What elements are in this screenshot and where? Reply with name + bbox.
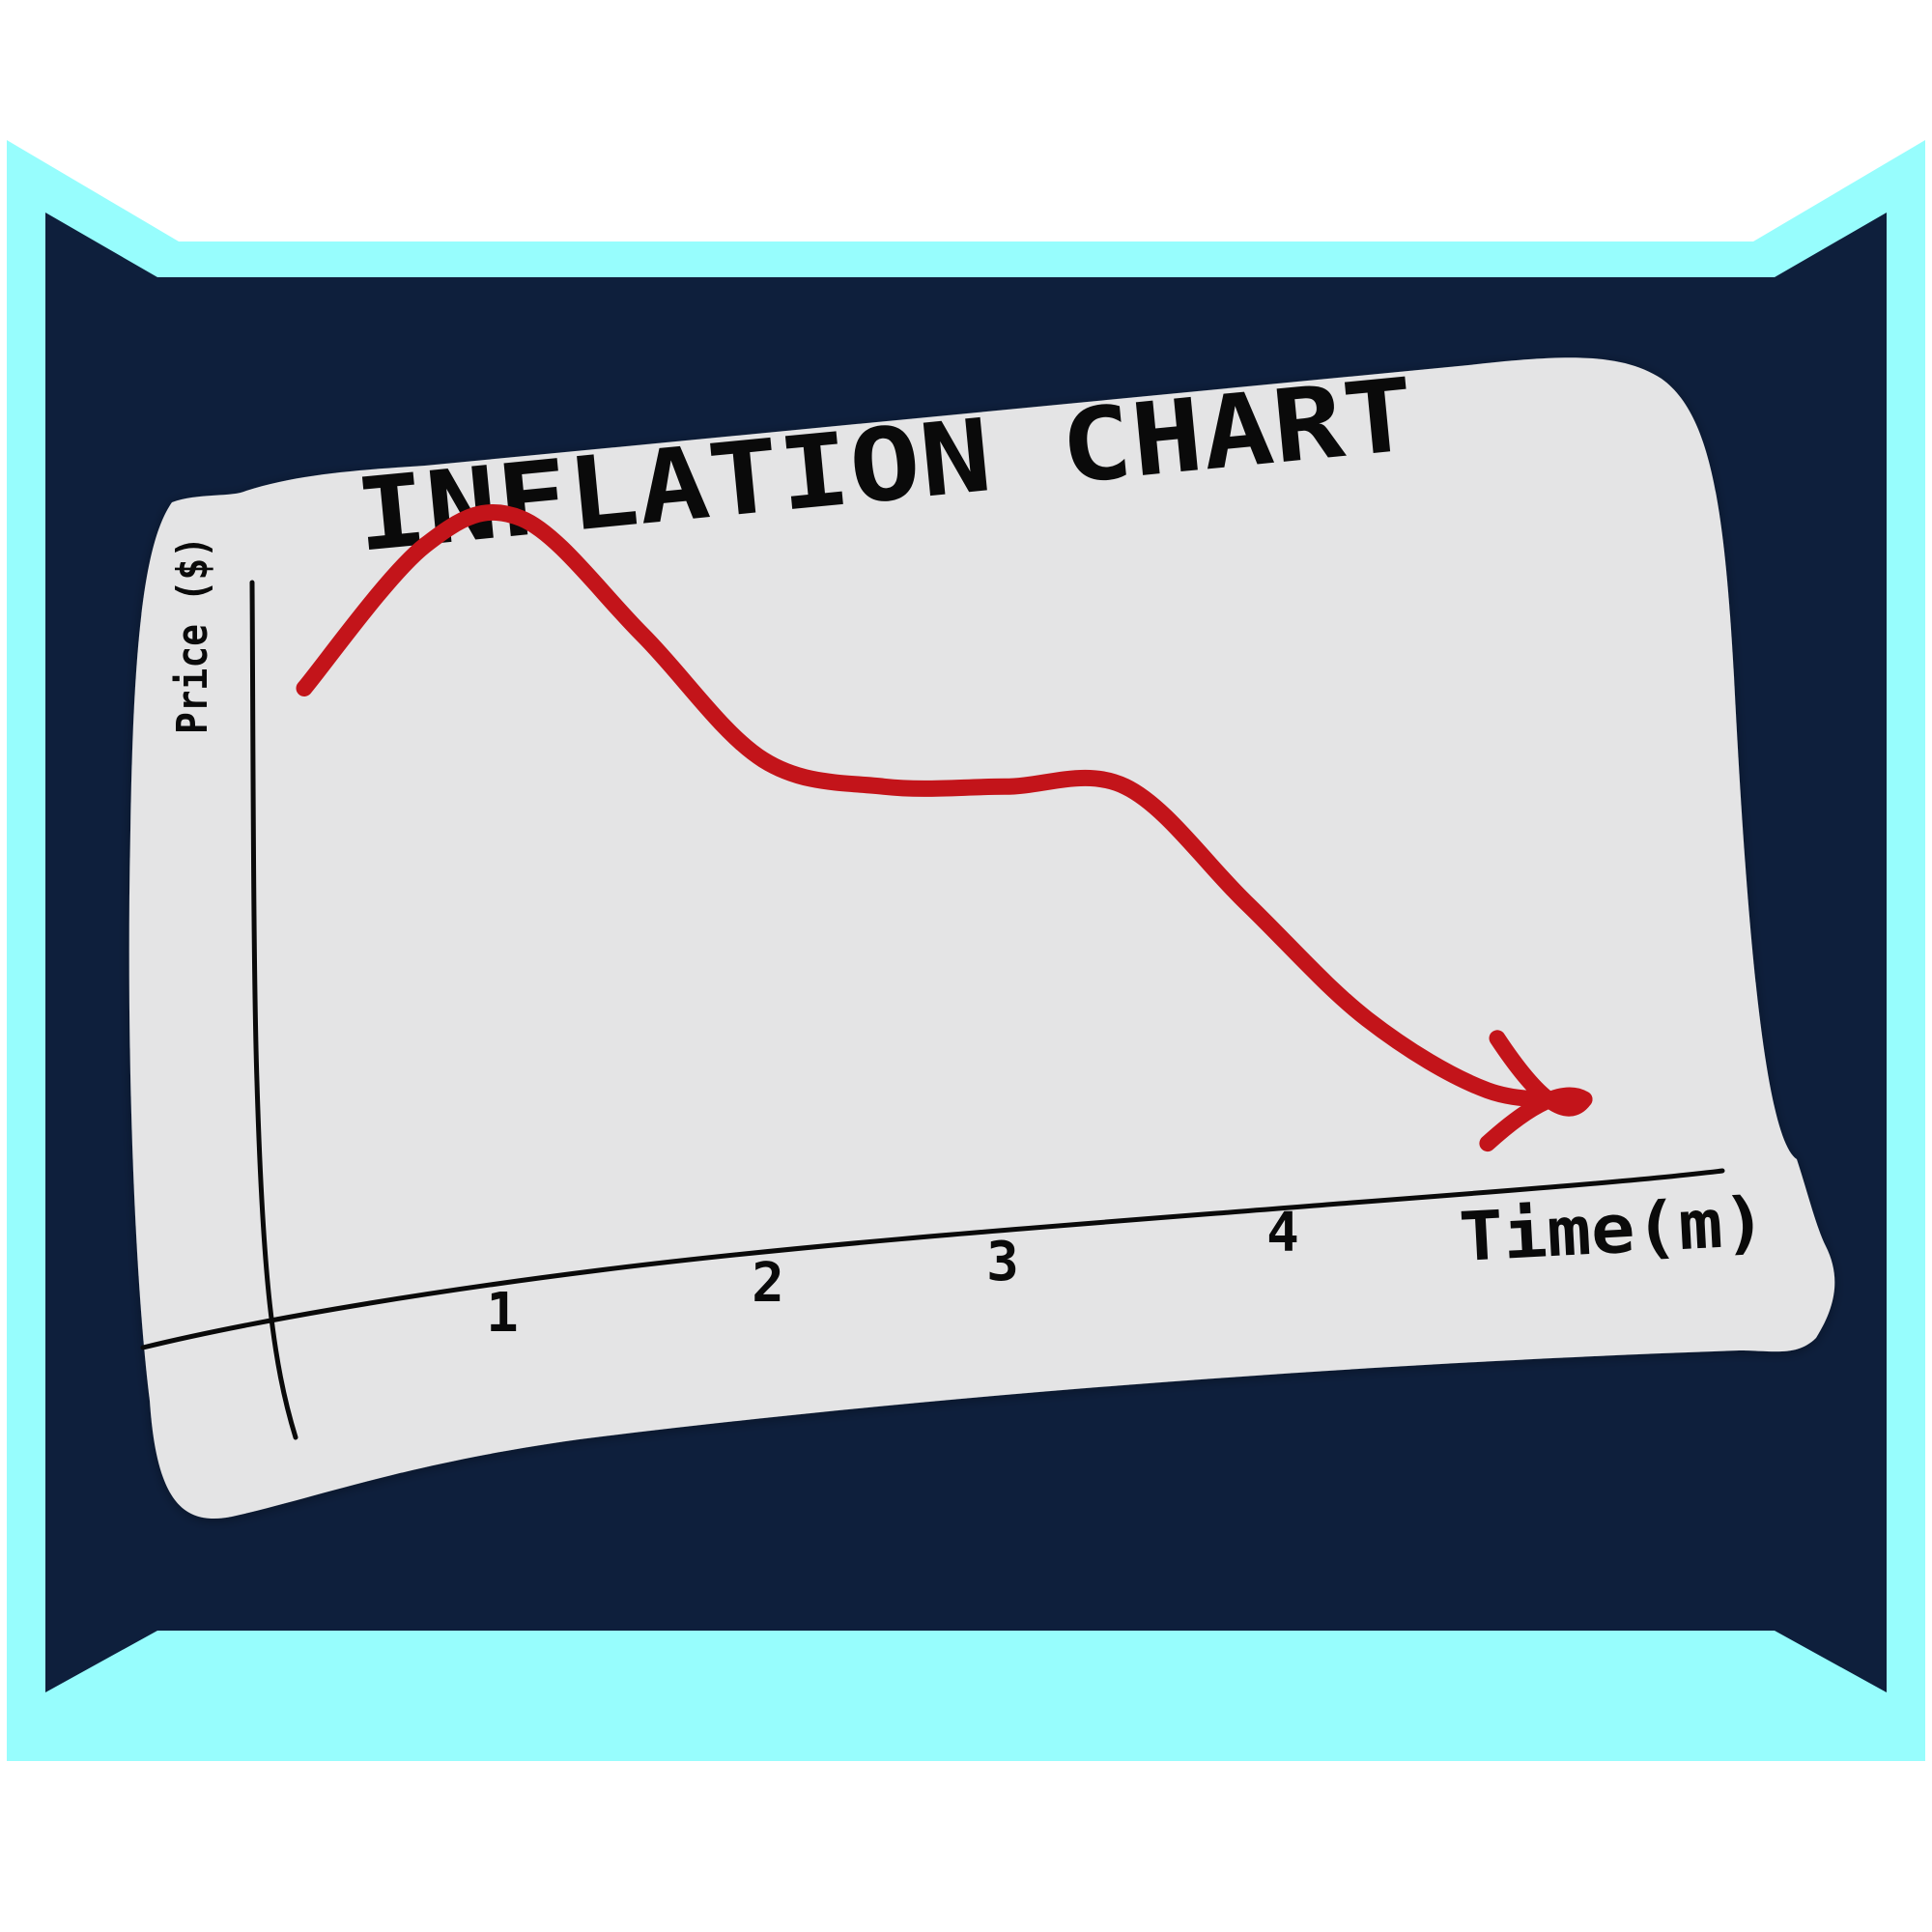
x-tick-label: 2 — [752, 1252, 784, 1315]
x-tick-label: 1 — [486, 1282, 519, 1345]
y-axis-label: Price ($) — [168, 536, 217, 734]
x-tick-label: 3 — [986, 1231, 1019, 1293]
x-axis — [140, 1168, 1725, 1350]
x-tick-labels: 1 2 3 4 — [486, 1202, 1299, 1345]
paper-sheet — [128, 357, 1835, 1520]
series-layer — [296, 503, 1593, 1152]
trend-line — [296, 503, 1593, 1108]
trend-arrowhead — [1479, 1030, 1593, 1152]
x-tick-label: 4 — [1266, 1202, 1299, 1264]
x-axis-label: Time(m) — [1458, 1181, 1769, 1277]
y-axis — [249, 580, 298, 1440]
